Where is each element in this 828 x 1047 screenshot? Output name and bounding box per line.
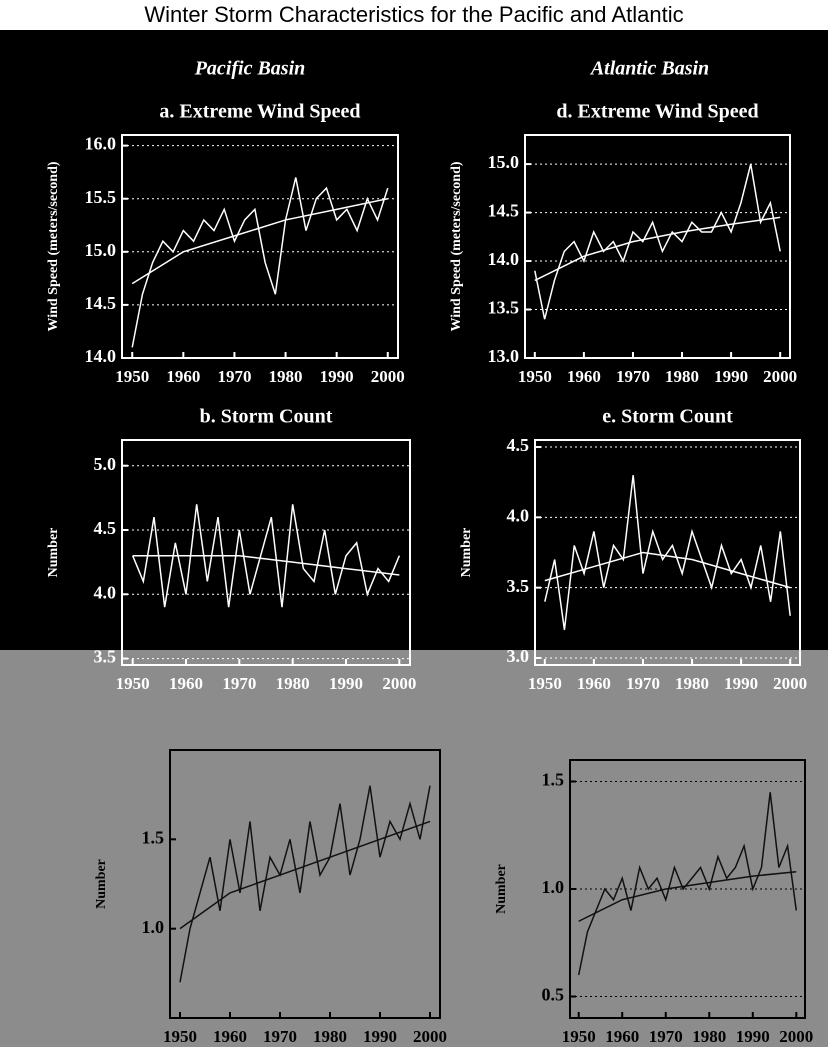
series-line — [534, 216, 781, 282]
plot-frame — [524, 134, 791, 359]
series-line — [578, 871, 797, 922]
y-tick-label: 16.0 — [85, 134, 117, 154]
x-tick-label: 1950 — [528, 674, 562, 693]
y-axis-label: Number — [94, 859, 109, 909]
x-tick-label: 1990 — [320, 367, 354, 386]
title-strip — [0, 0, 828, 30]
y-tick-label: 4.0 — [94, 582, 117, 602]
x-tick-label: 1970 — [217, 367, 251, 386]
series-line — [132, 554, 400, 576]
plot-frame — [121, 134, 399, 359]
plot-frame — [169, 749, 441, 1019]
x-tick-label: 1960 — [605, 1027, 639, 1046]
x-tick-label: 1970 — [626, 674, 660, 693]
y-axis-label: Wind Speed (meters/second) — [449, 161, 464, 331]
top-background — [0, 30, 828, 650]
series-line — [544, 475, 791, 630]
y-tick-label: 15.0 — [85, 240, 117, 260]
chart-title: b. Storm Count — [200, 406, 333, 428]
x-tick-label: 1990 — [736, 1027, 770, 1046]
column-header: Atlantic Basin — [589, 58, 709, 80]
y-axis-label: Number — [459, 528, 474, 578]
page-title: Winter Storm Characteristics for the Pac… — [144, 2, 683, 27]
x-tick-label: 1950 — [115, 367, 149, 386]
x-tick-label: 2000 — [413, 1027, 447, 1046]
x-tick-label: 2000 — [382, 674, 416, 693]
x-tick-label: 2000 — [779, 1027, 813, 1046]
x-tick-label: 1960 — [166, 367, 200, 386]
x-tick-label: 1960 — [567, 367, 601, 386]
y-tick-label: 0.5 — [542, 985, 565, 1005]
y-axis-label: Number — [494, 864, 509, 914]
x-tick-label: 2000 — [773, 674, 807, 693]
x-tick-label: 1960 — [169, 674, 203, 693]
y-tick-label: 13.5 — [488, 298, 520, 318]
x-tick-label: 1960 — [213, 1027, 247, 1046]
y-tick-label: 14.0 — [488, 249, 520, 269]
chart-title: e. Storm Count — [602, 406, 733, 428]
x-tick-label: 1970 — [263, 1027, 297, 1046]
y-tick-label: 4.0 — [507, 505, 530, 525]
y-axis-label: Number — [46, 528, 61, 578]
plot-frame — [121, 439, 411, 666]
y-tick-label: 5.0 — [94, 454, 117, 474]
series-line — [131, 177, 389, 348]
x-tick-label: 1980 — [665, 367, 699, 386]
x-tick-label: 1990 — [329, 674, 363, 693]
y-axis-label: Wind Speed (meters/second) — [46, 161, 61, 331]
y-tick-label: 1.5 — [142, 827, 165, 847]
x-tick-label: 2000 — [371, 367, 405, 386]
x-tick-label: 1990 — [363, 1027, 397, 1046]
y-tick-label: 1.0 — [542, 877, 565, 897]
x-tick-label: 1980 — [269, 367, 303, 386]
y-tick-label: 4.5 — [507, 435, 530, 455]
y-tick-label: 1.0 — [142, 917, 165, 937]
y-tick-label: 15.0 — [488, 152, 520, 172]
x-tick-label: 1980 — [313, 1027, 347, 1046]
x-tick-label: 1950 — [562, 1027, 596, 1046]
y-tick-label: 13.0 — [488, 346, 520, 366]
y-tick-label: 3.5 — [507, 576, 530, 596]
series-line — [577, 792, 798, 976]
x-tick-label: 1950 — [116, 674, 150, 693]
y-tick-label: 14.5 — [488, 201, 520, 221]
chart-title: d. Extreme Wind Speed — [556, 101, 758, 123]
y-tick-label: 15.5 — [85, 187, 117, 207]
x-tick-label: 1990 — [714, 367, 748, 386]
series-line — [131, 504, 401, 608]
y-tick-label: 14.0 — [85, 346, 117, 366]
x-tick-label: 1960 — [577, 674, 611, 693]
y-tick-label: 4.5 — [94, 518, 117, 538]
series-line — [179, 820, 431, 930]
column-header: Pacific Basin — [194, 58, 306, 80]
x-tick-label: 1970 — [222, 674, 256, 693]
x-tick-label: 2000 — [763, 367, 797, 386]
x-tick-label: 1950 — [163, 1027, 197, 1046]
plot-frame — [534, 439, 801, 666]
x-tick-label: 1980 — [276, 674, 310, 693]
x-tick-label: 1950 — [518, 367, 552, 386]
x-tick-label: 1980 — [692, 1027, 726, 1046]
y-tick-label: 14.5 — [85, 293, 117, 313]
y-tick-label: 3.0 — [507, 646, 530, 666]
x-tick-label: 1970 — [616, 367, 650, 386]
x-tick-label: 1990 — [724, 674, 758, 693]
x-tick-label: 1970 — [649, 1027, 683, 1046]
y-tick-label: 3.5 — [94, 647, 117, 667]
y-tick-label: 1.5 — [542, 770, 565, 790]
bottom-background — [0, 650, 828, 1047]
x-tick-label: 1980 — [675, 674, 709, 693]
chart-title: a. Extreme Wind Speed — [159, 101, 360, 123]
series-line — [131, 197, 388, 285]
series-line — [544, 551, 791, 589]
